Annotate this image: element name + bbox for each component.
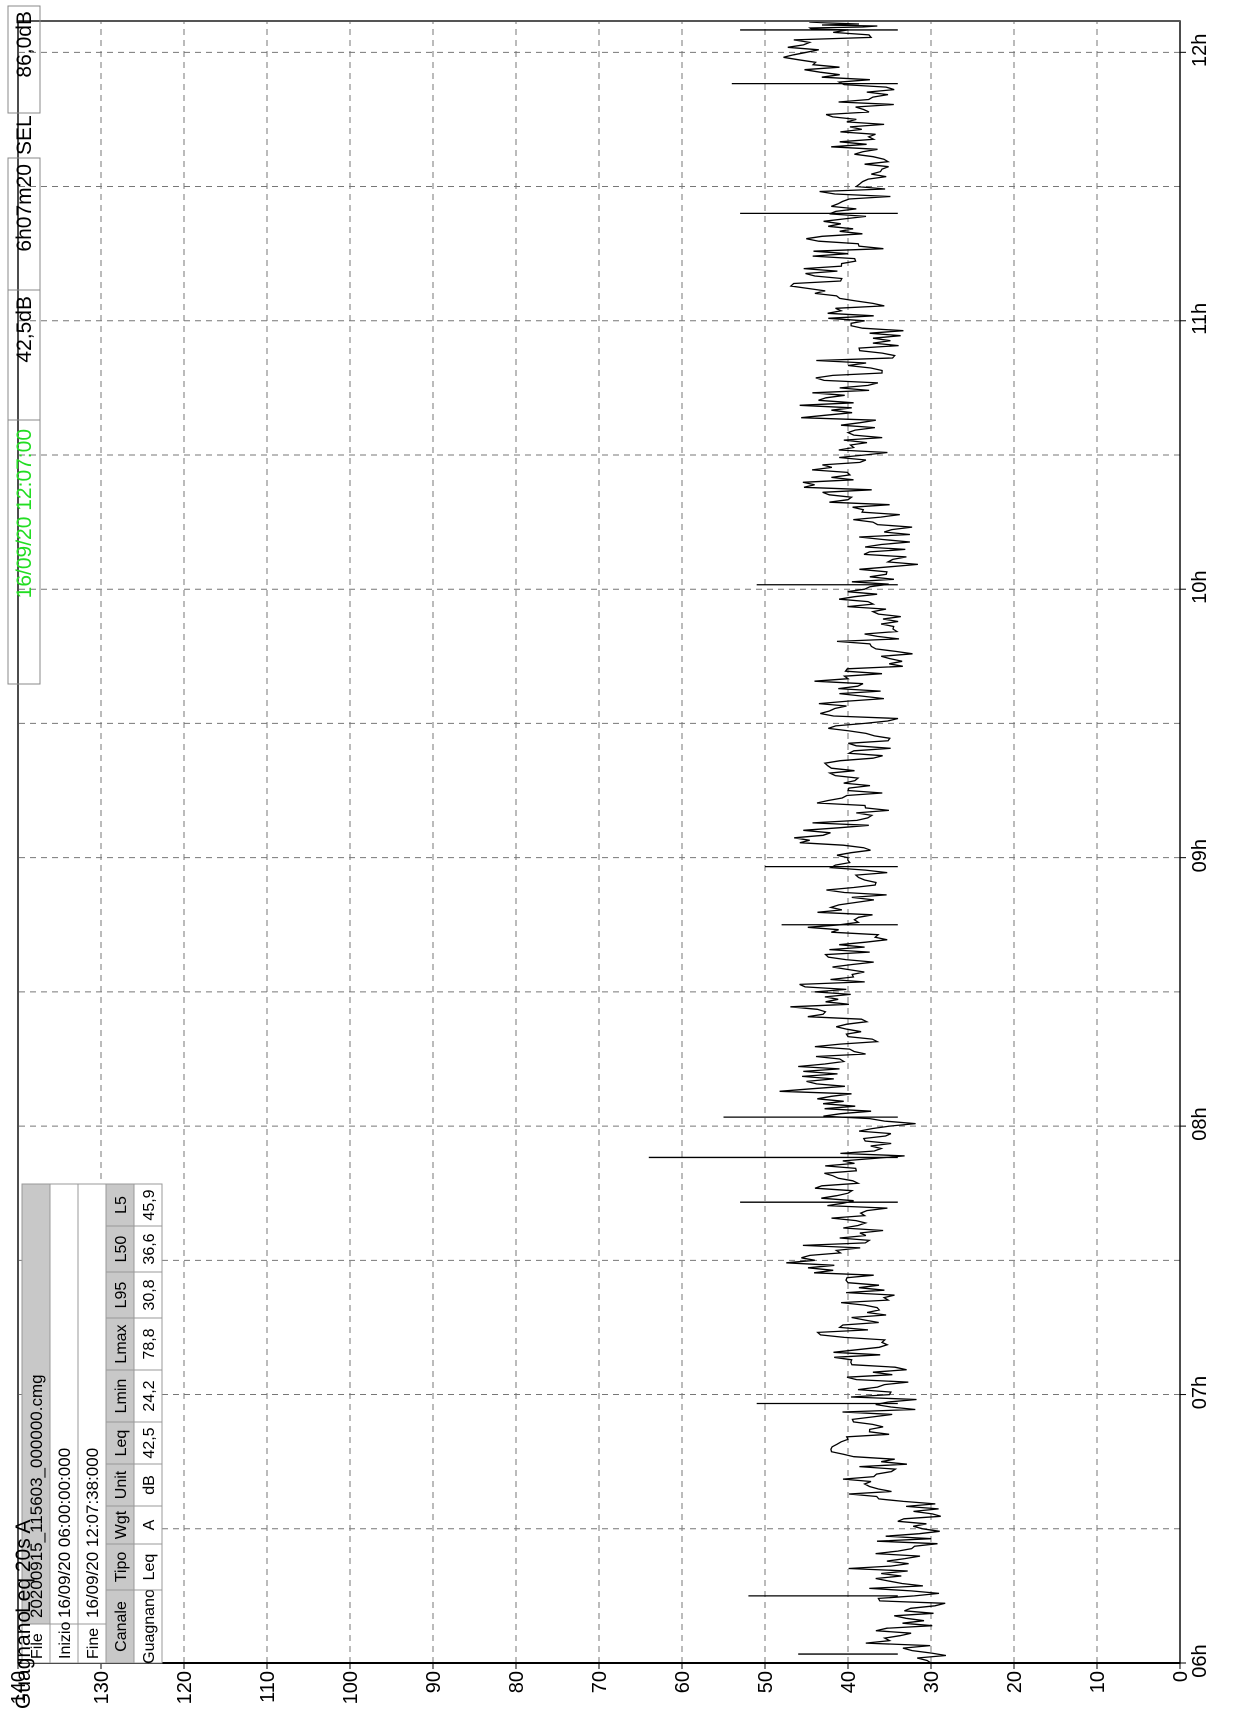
- table-header-text: Lmin: [113, 1379, 130, 1414]
- table-cell-text: 24,2: [141, 1380, 158, 1411]
- channel-name: Guagnano: [12, 1611, 35, 1709]
- series-line: [779, 20, 947, 1664]
- y-tick-label: 120: [174, 1671, 196, 1704]
- y-tick-label: 70: [589, 1671, 611, 1693]
- y-tick-label: 90: [423, 1671, 445, 1693]
- meta-label: Inizio: [57, 1622, 74, 1659]
- rotated-chart: 0 10 20 30 40 50 60 70 80 90 100 110 120 130 140 06h 07h…: [7, 5, 1211, 1709]
- table-header-text: Wgt: [113, 1510, 130, 1539]
- table-cell-text: 42,5: [141, 1427, 158, 1458]
- y-tick-label: 40: [838, 1671, 860, 1693]
- meta-value: 20200915_115603_000000.cmg: [27, 1374, 46, 1618]
- duration-readout: 6h07m20: [13, 164, 36, 252]
- table-cell-text: 78,8: [141, 1328, 158, 1359]
- meta-value: 16/09/20 12:07:38:000: [83, 1448, 102, 1618]
- y-tick-label: 80: [506, 1671, 528, 1693]
- y-tick-label: 0: [1170, 1671, 1192, 1682]
- x-tick-label: 12h: [1189, 34, 1211, 67]
- sel-readout: 86,0dB: [13, 11, 36, 78]
- header-bar: Guagnano Leq 20s A 16/09/20 12:07:00 42,…: [7, 5, 41, 1709]
- y-tick-label: 30: [921, 1671, 943, 1693]
- level-readout: 42,5dB: [13, 296, 36, 363]
- table-header-text: Tipo: [113, 1552, 130, 1583]
- y-tick-label: 60: [672, 1671, 694, 1693]
- table-header-text: L95: [113, 1282, 130, 1309]
- y-tick-label: 20: [1004, 1671, 1026, 1693]
- x-tick-label: 07h: [1189, 1376, 1211, 1409]
- measure-label: Leq 20s A: [12, 1520, 35, 1613]
- table-header-text: Lmax: [113, 1324, 130, 1363]
- x-tick-label: 08h: [1189, 1107, 1211, 1140]
- table-cell-text: 30,8: [141, 1279, 158, 1310]
- table-header-text: Unit: [113, 1470, 130, 1499]
- info-table: File 20200915_115603_000000.cmg Inizio 16/0…: [21, 1183, 163, 1664]
- duration-box: [7, 157, 41, 291]
- axes: 0 10 20 30 40 50 60 70 80 90 100 110 120 130 140 06h 07h…: [8, 20, 1211, 1704]
- series-layer: [18, 20, 1180, 1664]
- timestamp-readout: 16/09/20 12:07:00: [13, 429, 36, 598]
- meta-value: 16/09/20 06:00:00:000: [55, 1448, 74, 1618]
- table-header-text: L50: [113, 1236, 130, 1263]
- x-tick-label: 11h: [1189, 303, 1211, 335]
- x-tick-label: 09h: [1189, 839, 1211, 872]
- meta-label: Fine: [85, 1628, 102, 1659]
- table-cell-text: 36,6: [141, 1233, 158, 1264]
- y-tick-label: 50: [755, 1671, 777, 1693]
- grid: [18, 21, 1180, 1663]
- sel-box: [7, 5, 41, 114]
- y-tick-label: 10: [1087, 1671, 1109, 1693]
- sel-label: SEL: [13, 115, 36, 155]
- table-cell-text: Guagnano: [141, 1589, 158, 1664]
- y-tick-label: 130: [91, 1671, 113, 1704]
- table-header-text: Leq: [113, 1430, 130, 1457]
- x-tick-label: 10h: [1189, 571, 1211, 604]
- y-tick-label: 140: [8, 1671, 30, 1704]
- table-header-text: Canale: [113, 1601, 130, 1652]
- table-cell-text: Leq: [141, 1554, 158, 1581]
- table-cell-text: dB: [141, 1475, 158, 1495]
- y-tick-label: 110: [257, 1671, 279, 1703]
- y-tick-label: 100: [340, 1671, 362, 1704]
- table-cell-text: A: [141, 1519, 158, 1530]
- table-cell-text: 45,9: [141, 1189, 158, 1220]
- meta-label: File: [29, 1633, 46, 1659]
- table-cell: [133, 1183, 163, 1227]
- table-header-text: L5: [113, 1196, 130, 1214]
- x-tick-label: 06h: [1189, 1644, 1211, 1677]
